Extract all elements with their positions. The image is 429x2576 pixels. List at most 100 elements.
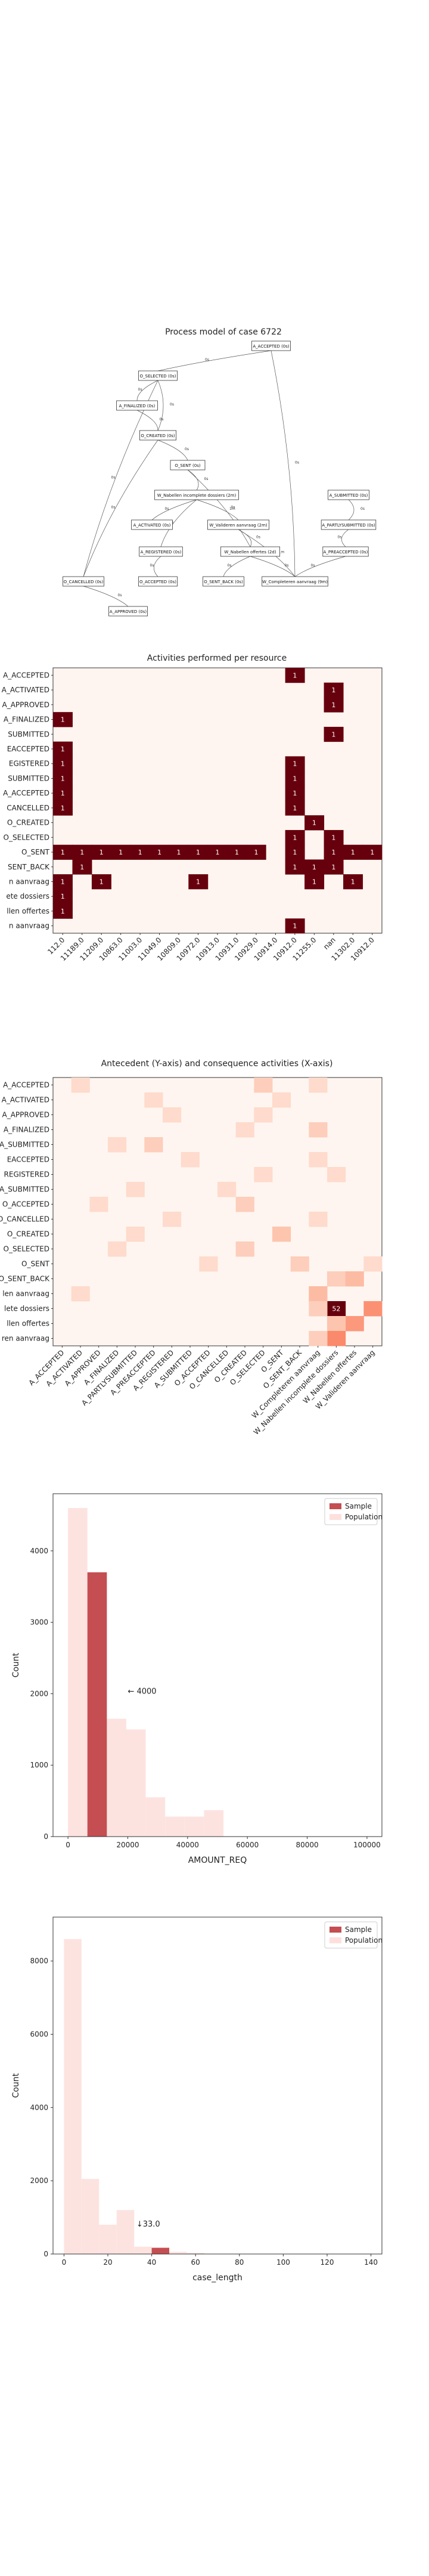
annotation-label: ↓33.0	[136, 2220, 160, 2229]
heatmap-y-tick-label: len aanvraag	[2, 1290, 49, 1298]
heatmap-y-tick-label: A_ACTIVATED	[2, 1096, 49, 1104]
process-edge-label: 0s	[338, 535, 342, 540]
heatmap-cell	[53, 785, 73, 801]
y-axis-label: Count	[11, 2073, 21, 2098]
heatmap-cell	[53, 756, 73, 772]
process-node: A_REGISTERED (0s)	[139, 546, 183, 557]
process-edge	[151, 499, 197, 521]
heatmap-cell-label: 1	[293, 760, 297, 768]
process-node-box	[321, 519, 377, 530]
heatmap-cell-label: 1	[293, 834, 297, 841]
heatmap-cell-label: 1	[177, 849, 181, 856]
sample-bar	[87, 1572, 107, 1837]
heatmap-y-tick-label: A_SUBMITTED	[0, 1141, 49, 1149]
heatmap-cell	[309, 1286, 328, 1302]
process-edge-label: 0s	[150, 564, 154, 568]
heatmap-cell	[72, 844, 92, 860]
heatmap-cell	[91, 874, 111, 890]
y-tick-label: 4000	[30, 2103, 48, 2111]
heatmap-cell-label: 1	[80, 849, 84, 856]
process-model-title: Process model of case 6722	[165, 327, 282, 337]
process-node-label: W_Nabellen incomplete dossiers (2m)	[157, 493, 237, 498]
heatmap-y-tick-label: A_ACCEPTED	[3, 789, 49, 797]
y-tick-label: 3000	[30, 1618, 48, 1627]
heatmap-cell	[362, 844, 383, 860]
process-node-box	[170, 460, 206, 470]
legend-swatch-population	[329, 1937, 341, 1943]
heatmap-cell-label: 1	[61, 789, 65, 797]
population-bar	[126, 1729, 146, 1837]
heatmap-cell	[324, 726, 344, 742]
heatmap-cell	[181, 1152, 200, 1168]
process-node-box	[131, 519, 173, 530]
heatmap-cell	[343, 874, 363, 890]
heatmap-cell	[108, 1137, 127, 1153]
process-node: W_Valideren aanvraag (2m)	[207, 519, 269, 530]
population-bar	[134, 2246, 152, 2254]
process-node-box	[116, 400, 158, 411]
heatmap-cell	[304, 815, 325, 831]
heatmap-cell	[108, 1241, 127, 1257]
process-model-panel: Process model of case 6722 0s 0s 0s 0s 0s 0s 0…	[0, 0, 429, 620]
heatmap-y-tick-label: O_SELECTED	[4, 1245, 49, 1253]
process-edge	[83, 439, 158, 577]
process-edge	[238, 529, 252, 547]
heatmap-cell	[309, 1122, 328, 1138]
heatmap-cell-label: 1	[61, 745, 65, 753]
heatmap-cell	[53, 712, 73, 727]
resource-heatmap-panel: Activities performed per resource 1 1 1 1 1 1…	[0, 650, 429, 1032]
process-node: A_PARTLYSUBMITTED (0s)	[321, 519, 377, 530]
heatmap-cell	[285, 771, 305, 787]
x-tick-label: 40	[147, 2258, 156, 2267]
heatmap-cell	[324, 859, 344, 875]
process-node-label: O_SENT_BACK (0s)	[204, 580, 243, 584]
population-bar	[81, 2179, 100, 2254]
heatmap-cell	[272, 1227, 291, 1242]
process-node: W_Completeren aanvraag (9m)	[262, 576, 328, 587]
heatmap-y-tick-label: A_APPROVED	[2, 1111, 50, 1119]
process-node: A_ACCEPTED (0s)	[251, 340, 291, 351]
heatmap-cell	[144, 1137, 163, 1153]
process-edge-label: 0s	[285, 564, 289, 568]
process-edge	[250, 556, 296, 577]
x-tick-label: 100000	[353, 1841, 381, 1849]
heatmap-y-tick-label: A_FINALIZED	[4, 716, 49, 724]
heatmap-cell-label: 1	[157, 849, 161, 856]
heatmap-cell-label: 1	[293, 922, 297, 930]
process-node: O_SENT_BACK (0s)	[203, 576, 244, 587]
heatmap-y-tick-label: O_CANCELLED	[0, 1215, 49, 1224]
process-node: O_ACCEPTED (0s)	[138, 576, 178, 587]
y-tick-label: 2000	[30, 2176, 48, 2185]
process-node: O_SELECTED (0s)	[138, 370, 178, 381]
heatmap-cell-label: 1	[196, 849, 200, 856]
heatmap-cell	[285, 756, 305, 772]
heatmap-cell	[163, 1212, 182, 1227]
transition-heatmap-title: Antecedent (Y-axis) and consequence acti…	[101, 1059, 333, 1069]
heatmap-cell-label: 52	[332, 1305, 340, 1313]
heatmap-cell-label: 1	[312, 863, 316, 871]
process-edge	[157, 439, 188, 461]
heatmap-cell-label: 1	[312, 819, 316, 827]
heatmap-y-tick-label: A_FINALIZED	[4, 1126, 49, 1134]
heatmap-cell	[188, 844, 209, 860]
process-edge	[157, 350, 272, 371]
transition-heatmap: Antecedent (Y-axis) and consequence acti…	[0, 1059, 383, 1436]
annotation-label: ← 4000	[128, 1687, 156, 1696]
process-edge	[187, 469, 251, 547]
x-tick-label: 60000	[236, 1841, 259, 1849]
process-node-label: A_ACTIVATED (0s)	[133, 523, 171, 528]
x-tick-label: 100	[276, 2258, 290, 2267]
x-tick-label: 80	[235, 2258, 244, 2267]
process-node-label: O_CREATED (0s)	[141, 434, 175, 438]
process-edge	[348, 499, 355, 521]
process-node-label: W_Nabellen offertes (2d)	[224, 550, 276, 555]
heatmap-cell	[363, 1256, 383, 1272]
heatmap-cell-label: 1	[312, 878, 316, 886]
process-node-box	[203, 576, 244, 587]
y-tick-label: 6000	[30, 2030, 48, 2039]
process-node-label: W_Valideren aanvraag (2m)	[209, 523, 268, 528]
process-edge	[160, 499, 197, 547]
heatmap-cell	[254, 1167, 273, 1182]
heatmap-cell-label: 1	[293, 789, 297, 797]
heatmap-cell-label: 1	[61, 878, 65, 886]
